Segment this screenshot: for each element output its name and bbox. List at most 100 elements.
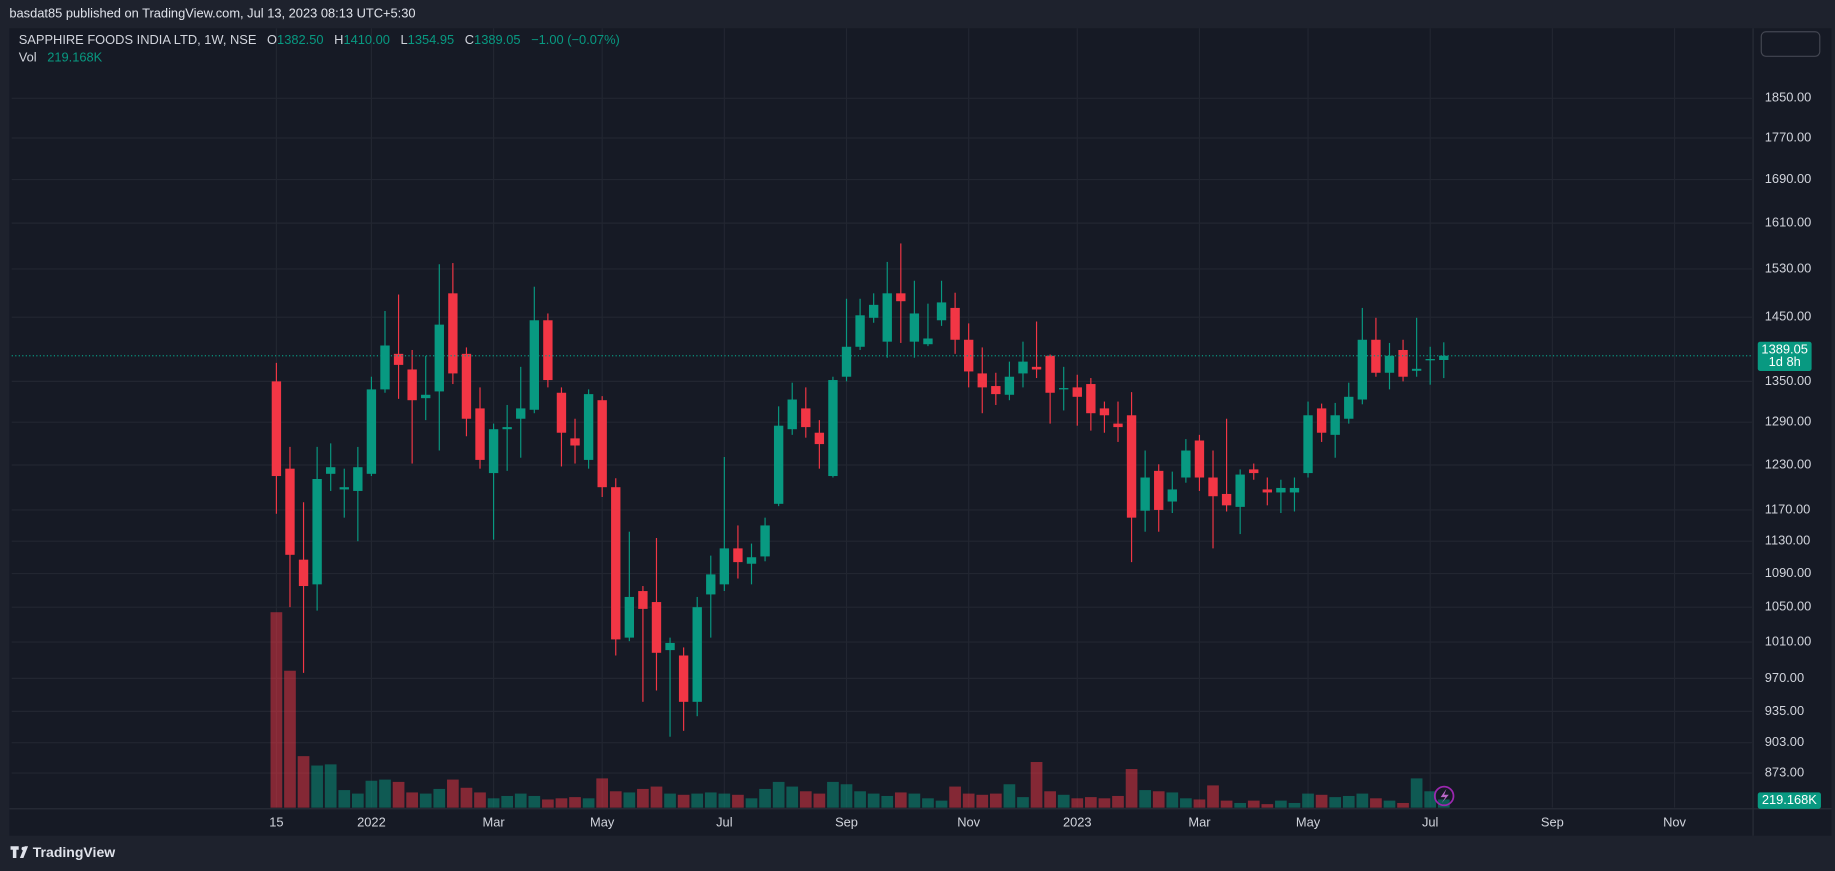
- candle-body: [516, 408, 526, 419]
- volume-bar: [1207, 785, 1219, 808]
- ohlc-key: H: [334, 33, 343, 48]
- volume-bar: [1356, 793, 1369, 808]
- x-tick-label: Nov: [1663, 814, 1686, 829]
- candle-body: [841, 346, 852, 377]
- volume-badge-label: 219.168K: [1762, 792, 1817, 807]
- candle-body: [1411, 368, 1422, 371]
- volume-bar: [351, 793, 364, 808]
- candle-body: [651, 602, 662, 653]
- candle-body: [638, 591, 648, 609]
- candle-body: [271, 381, 282, 477]
- x-tick-label: 2023: [1063, 814, 1092, 829]
- candle-body: [1167, 489, 1177, 502]
- candle-body: [828, 380, 838, 477]
- candle-body: [1181, 450, 1191, 478]
- footer: [0, 835, 1835, 871]
- x-tick-label: Sep: [835, 814, 858, 829]
- volume-bar: [1193, 799, 1206, 808]
- symbol: SAPPHIRE FOODS INDIA LTD, 1W, NSE: [19, 33, 257, 48]
- volume-bar: [1180, 798, 1192, 808]
- candle-body: [1303, 415, 1313, 474]
- candle-body: [1140, 477, 1150, 511]
- volume-bar: [854, 791, 866, 808]
- candle-body: [950, 307, 960, 340]
- candle-body: [773, 425, 784, 504]
- ohlc-key: O: [267, 33, 277, 48]
- ohlc-value: 1410.00: [343, 33, 389, 48]
- candle-body: [285, 468, 295, 555]
- volume-bar: [1057, 794, 1070, 808]
- candle-body: [529, 320, 539, 410]
- vol-key: Vol: [19, 50, 37, 65]
- y-tick-label: 1610.00: [1765, 215, 1811, 230]
- candle-body: [339, 487, 349, 490]
- x-tick-label: Nov: [957, 814, 980, 829]
- volume-bar: [406, 792, 418, 808]
- volume-pane: [270, 612, 1450, 808]
- candle-body: [502, 427, 512, 430]
- volume-bar: [1247, 800, 1260, 808]
- volume-bar: [718, 793, 731, 808]
- volume-bar: [1152, 791, 1165, 808]
- candle-body: [556, 392, 567, 433]
- events-bolt: [1440, 788, 1449, 803]
- volume-bar: [677, 794, 690, 808]
- candle-body: [434, 324, 444, 392]
- volume-bar: [1288, 802, 1301, 808]
- candle-body: [760, 525, 770, 557]
- candle-body: [1384, 355, 1395, 373]
- volume-bar: [691, 793, 704, 808]
- candle-body: [488, 429, 499, 474]
- volume-bar: [786, 786, 799, 808]
- volume-bar: [1410, 778, 1423, 808]
- candle-body: [1425, 359, 1435, 361]
- y-tick-label: 1290.00: [1765, 414, 1811, 429]
- menu-button[interactable]: [1760, 31, 1821, 57]
- volume-bar: [881, 795, 894, 808]
- candle-body: [366, 389, 377, 474]
- volume-bar: [474, 792, 486, 808]
- volume-bar: [935, 800, 948, 808]
- volume-bar: [460, 787, 473, 808]
- ohlc-value: 1382.50: [277, 33, 323, 48]
- x-tick-label: Mar: [483, 814, 506, 829]
- volume-bar: [311, 765, 323, 808]
- volume-bar: [284, 670, 296, 808]
- volume-bar: [555, 798, 568, 808]
- candle-body: [1276, 487, 1286, 493]
- x-tick-label: Jul: [716, 814, 732, 829]
- candle-body: [353, 467, 363, 491]
- volume-bar: [650, 786, 663, 808]
- vol-value: 219.168K: [47, 50, 102, 65]
- candle-body: [1221, 493, 1232, 506]
- candle-body: [787, 399, 797, 430]
- candle-body: [461, 353, 472, 419]
- y-tick-label: 1350.00: [1765, 373, 1811, 388]
- events-icon[interactable]: [1433, 785, 1455, 807]
- candle-body: [896, 293, 906, 302]
- volume-bar: [1003, 784, 1016, 808]
- y-tick-label: 1230.00: [1765, 456, 1811, 471]
- candle-body: [1031, 366, 1042, 370]
- volume-bar: [419, 793, 432, 808]
- volume-bar: [704, 792, 717, 808]
- y-tick-label: 970.00: [1765, 670, 1804, 685]
- ohlc-value: 1354.95: [408, 33, 454, 48]
- candle-body: [393, 353, 404, 365]
- volume-legend: Vol 219.168K: [19, 50, 103, 65]
- volume-bar: [962, 793, 975, 808]
- volume-bar: [745, 798, 758, 808]
- volume-bar: [759, 788, 771, 808]
- last-price-badge: [1757, 341, 1812, 371]
- candle-body: [923, 338, 933, 345]
- volume-bar: [609, 791, 622, 808]
- y-tick-label: 1010.00: [1765, 633, 1811, 648]
- volume-bar: [813, 793, 826, 808]
- candle-body: [1099, 408, 1110, 416]
- candle-body: [1344, 396, 1354, 419]
- volume-bar: [1424, 791, 1437, 808]
- volume-bar: [1084, 797, 1097, 808]
- candle-body: [475, 408, 485, 460]
